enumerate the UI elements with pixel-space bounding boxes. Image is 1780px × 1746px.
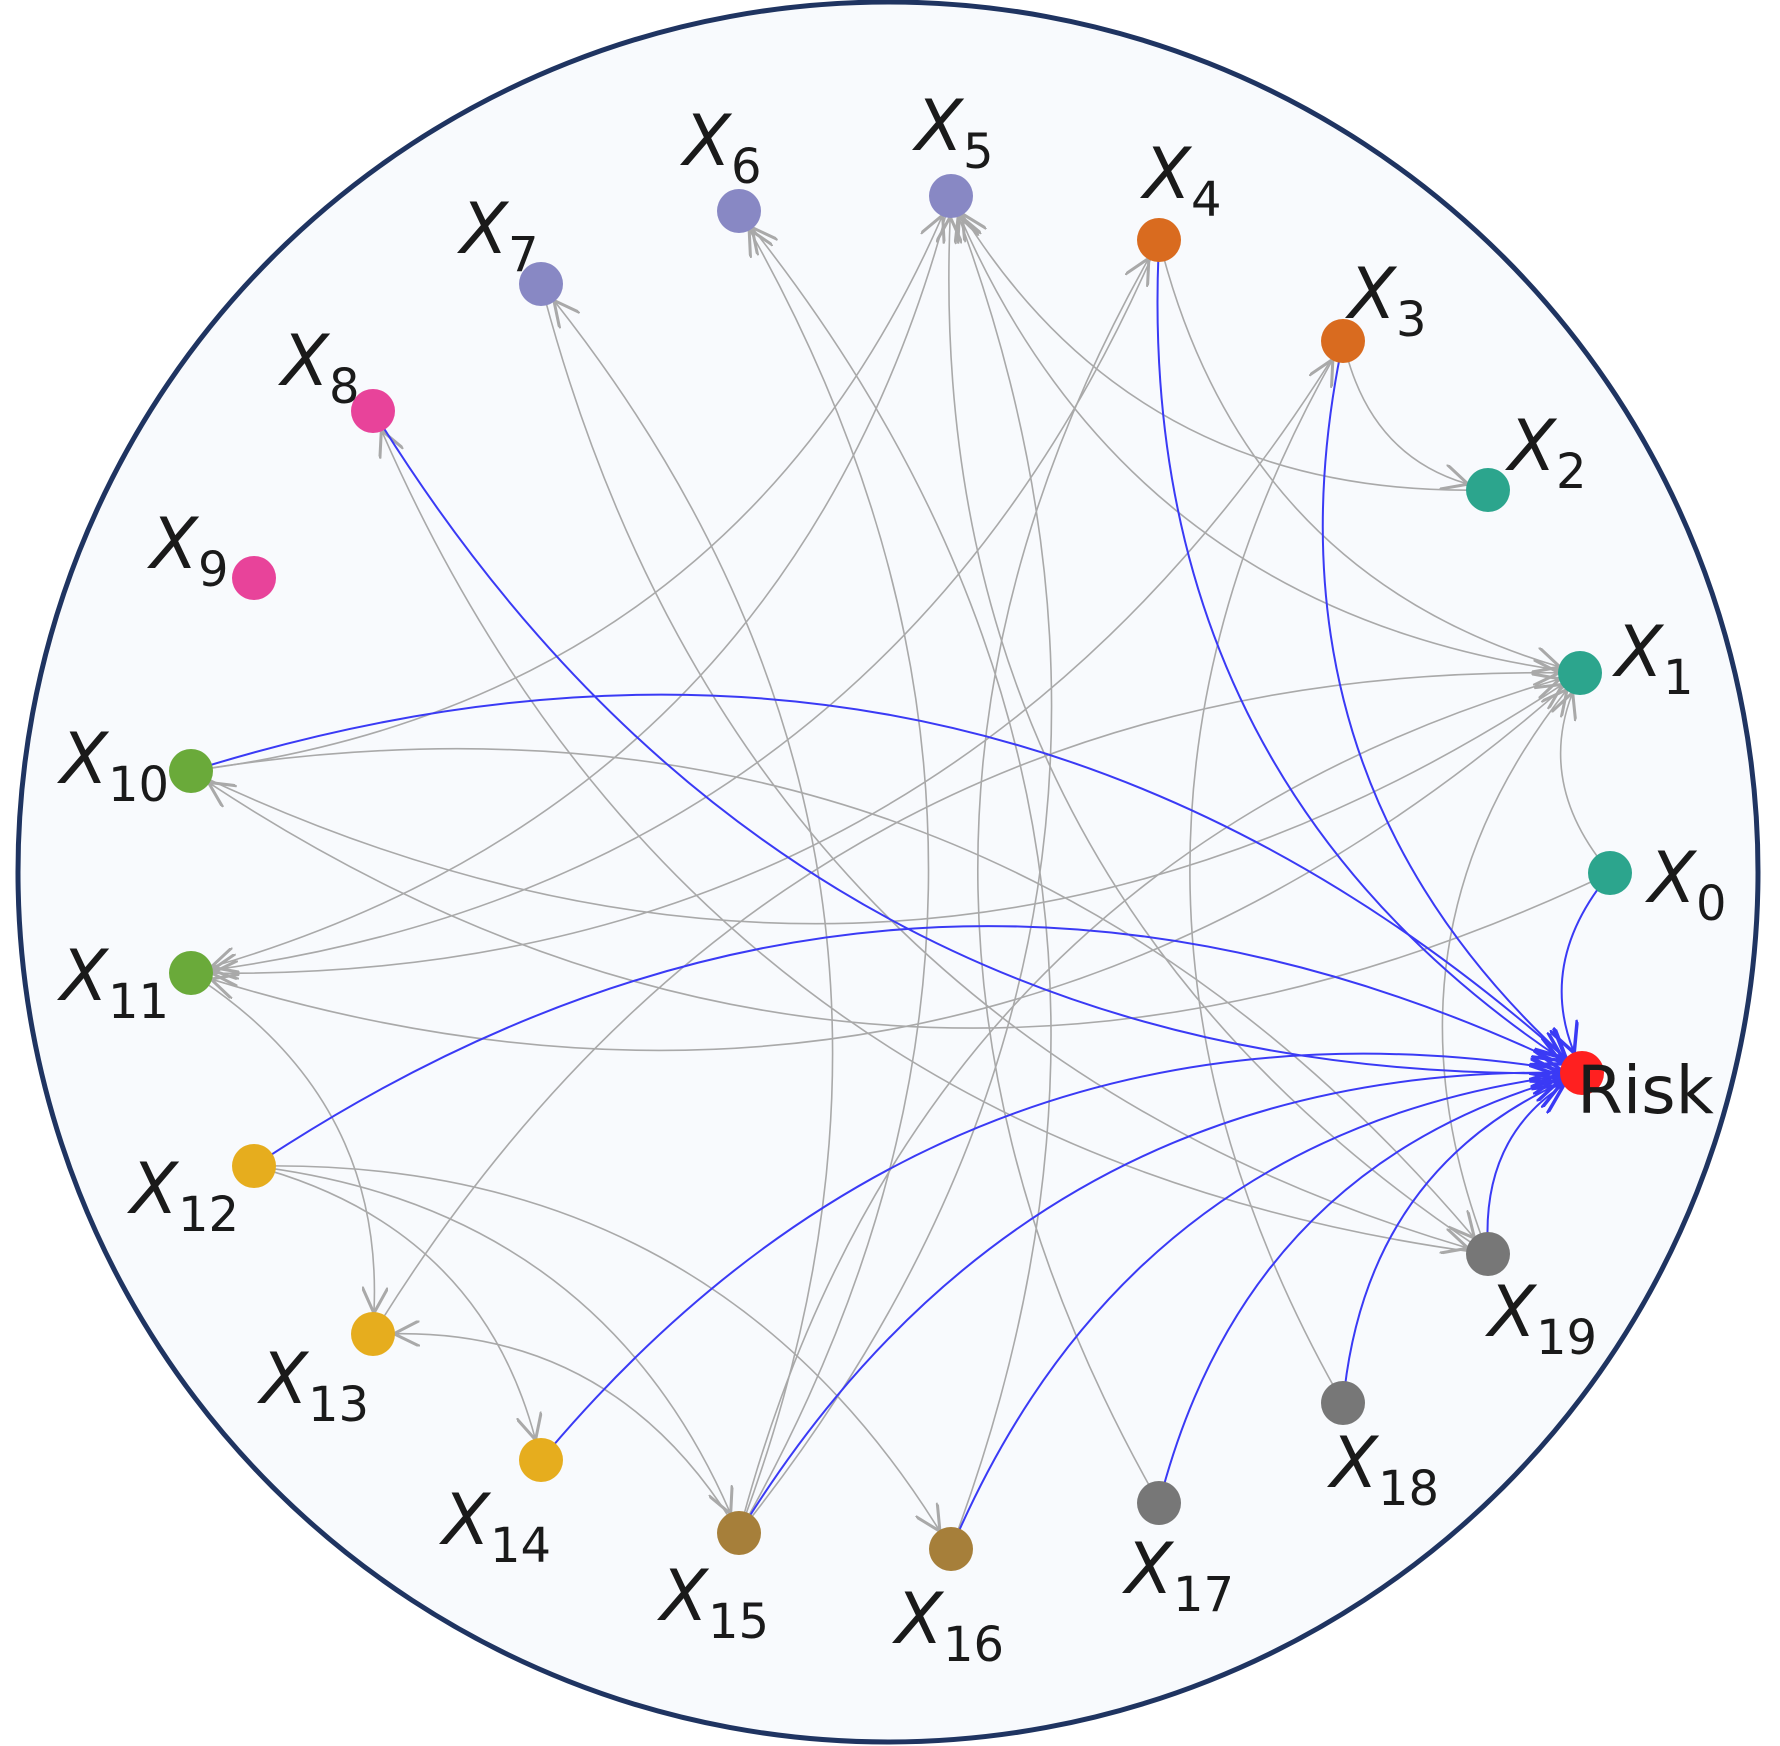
label-x1: X1 [1611,611,1694,706]
edge-x14-to-risk [548,1054,1559,1451]
edge-x15-to-x7 [555,302,834,1521]
node-x4 [1137,218,1181,262]
edge-x4-to-risk [1156,253,1562,1059]
edge-x18-to-x3 [1189,361,1338,1392]
label-x5: X5 [911,85,994,180]
nodes-layer [169,174,1632,1571]
edge-x1-to-x11 [213,681,1571,1052]
edge-x3-to-risk [1321,353,1565,1057]
node-x3 [1321,319,1365,363]
edge-x15-to-x1 [741,680,1558,1521]
label-x13: X13 [256,1338,369,1433]
edge-x2-to-x5 [963,216,1475,491]
label-x6: X6 [679,100,762,195]
edge-x12-to-x16 [267,1165,939,1530]
label-risk: Risk [1577,1052,1715,1129]
edge-x12-to-risk [264,925,1560,1160]
node-x18 [1321,1381,1365,1425]
node-x9 [232,556,276,600]
edge-x4-to-x11 [214,251,1155,970]
edge-x10-to-x19 [203,748,1473,1237]
edges-layer [201,208,1603,1537]
node-x14 [519,1438,563,1482]
edge-x19-to-risk [1486,1086,1561,1241]
edge-x19-to-x8 [382,432,1476,1253]
node-x19 [1466,1232,1510,1276]
edge-x8-to-risk [379,421,1558,1073]
edge-x12-to-x15 [266,1167,730,1512]
edge-x17-to-x4 [977,260,1154,1492]
node-x15 [717,1511,761,1555]
edge-x15-to-x5 [746,218,1053,1524]
node-x11 [169,951,213,995]
edge-x5-to-x11 [213,208,949,967]
label-x15: X15 [656,1555,769,1650]
node-x5 [929,174,973,218]
node-x0 [1588,851,1632,895]
node-risk [1560,1051,1604,1095]
node-x6 [717,189,761,233]
edge-x11-to-x13 [201,979,375,1311]
edge-x19-to-x1 [1441,691,1565,1242]
node-x12 [232,1144,276,1188]
label-x17: X17 [1121,1528,1234,1623]
label-x8: X8 [277,320,360,415]
edge-x18-to-risk [1343,1083,1561,1391]
edge-x10-to-x1 [202,686,1561,925]
node-x1 [1558,651,1602,695]
node-x8 [351,389,395,433]
target-edges-layer [203,253,1603,1538]
edge-x0-to-x10 [210,784,1599,1029]
label-x0: X0 [1644,837,1727,932]
node-x13 [351,1312,395,1356]
label-x9: X9 [146,503,229,598]
edge-x12-to-x14 [266,1168,535,1438]
label-x3: X3 [1344,253,1427,348]
edge-x10-to-x5 [203,217,942,770]
edge-x1-to-x5 [960,217,1568,672]
node-x2 [1466,468,1510,512]
node-x17 [1137,1481,1181,1525]
circular-frame [15,0,1761,1745]
label-x14: X14 [438,1479,551,1574]
edge-x16-to-risk [955,1076,1558,1538]
edge-x10-to-risk [203,693,1564,1057]
edge-x17-to-risk [1161,1080,1560,1491]
label-x10: X10 [56,718,169,813]
edge-x4-to-x1 [1161,252,1558,667]
edge-x3-to-x2 [1345,353,1466,484]
node-x10 [169,749,213,793]
edge-x15-to-risk [745,1073,1558,1523]
label-x11: X11 [56,935,169,1030]
label-x4: X4 [1139,133,1222,228]
label-x19: X19 [1484,1271,1597,1366]
edge-x15-to-x13 [396,1334,733,1523]
label-x2: X2 [1504,405,1587,500]
label-x16: X16 [891,1578,1004,1673]
edge-x15-to-x6 [744,231,930,1522]
edge-x16-to-x6 [753,229,1052,1537]
label-x18: X18 [1326,1422,1439,1517]
label-x7: X7 [456,188,539,283]
node-x16 [929,1527,973,1571]
edge-x13-to-x1 [379,673,1557,1324]
node-x7 [519,262,563,306]
edge-x19-to-x5 [949,219,1478,1248]
edge-x7-to-x19 [543,296,1466,1248]
edge-x3-to-x11 [214,351,1337,973]
label-x12: X12 [126,1148,239,1243]
